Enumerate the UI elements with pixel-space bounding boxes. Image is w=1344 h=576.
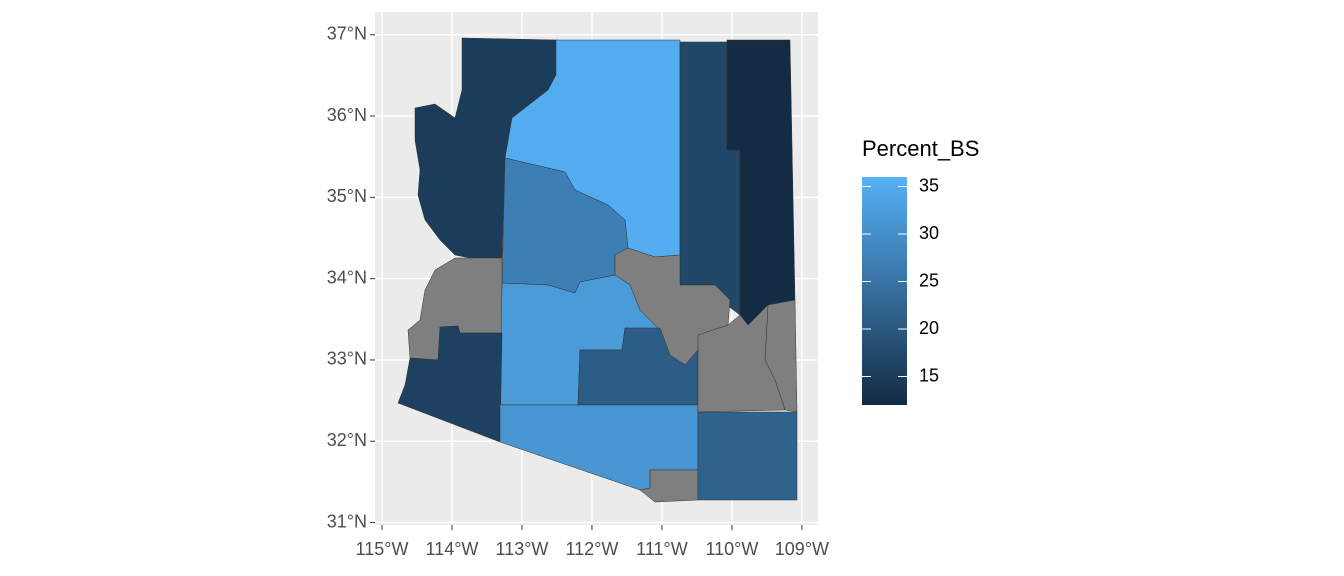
y-tick-label: 32°N <box>327 430 367 450</box>
x-tick-label: 113°W <box>496 539 549 559</box>
x-tick-label: 109°W <box>775 539 829 559</box>
x-tick-label: 115°W <box>356 539 409 559</box>
x-tick-label: 114°W <box>426 539 479 559</box>
colorbar <box>862 177 907 405</box>
x-tick-label: 112°W <box>566 539 619 559</box>
county <box>697 411 798 501</box>
legend-label: 15 <box>919 365 939 385</box>
x-tick-label: 111°W <box>636 539 688 559</box>
county <box>697 304 786 413</box>
y-tick-label: 33°N <box>327 349 367 369</box>
y-tick-label: 37°N <box>327 24 367 44</box>
y-tick-label: 31°N <box>327 511 367 531</box>
county <box>397 325 503 443</box>
legend-title: Percent_BS <box>862 136 979 161</box>
legend-label: 30 <box>919 223 939 243</box>
legend-label: 25 <box>919 270 939 290</box>
legend-label: 35 <box>919 175 939 195</box>
y-tick-label: 35°N <box>327 186 367 206</box>
legend-label: 20 <box>919 318 939 338</box>
y-tick-label: 36°N <box>327 105 367 125</box>
x-tick-label: 110°W <box>705 539 758 559</box>
y-tick-label: 34°N <box>327 267 367 287</box>
